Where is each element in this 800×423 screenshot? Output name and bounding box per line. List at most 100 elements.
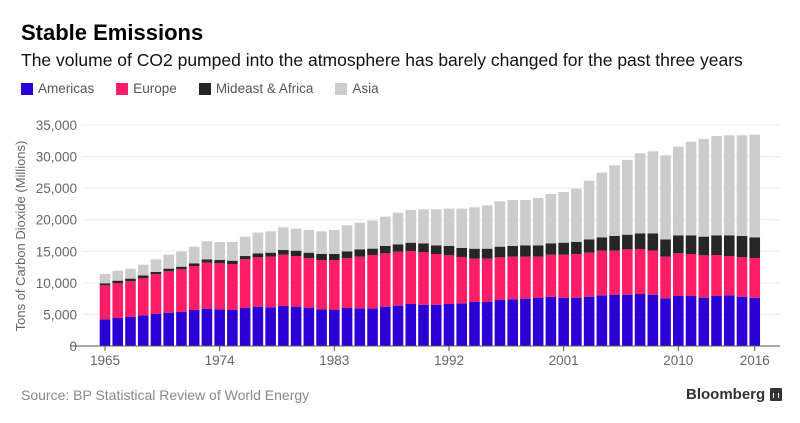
bar-stack-1985 (354, 222, 366, 346)
bar-europe-1974 (214, 263, 225, 310)
bar-mideast-africa-1993 (456, 248, 468, 257)
bar-stack-2012 (698, 138, 710, 346)
y-tick-label: 30,000 (36, 150, 77, 165)
bar-stack-2004 (596, 172, 608, 346)
bar-stack-1993 (456, 208, 468, 346)
bar-europe-1984 (341, 257, 353, 308)
bar-mideast-africa-1985 (354, 249, 366, 257)
bar-europe-1965 (99, 285, 111, 320)
bar-americas-2015 (736, 296, 748, 346)
bar-europe-2001 (558, 254, 569, 298)
x-tick-label: 2010 (663, 353, 693, 368)
bar-europe-1994 (469, 258, 480, 302)
bar-mideast-africa-2004 (596, 237, 608, 251)
bar-stack-1991 (430, 209, 442, 346)
bar-europe-1993 (456, 256, 468, 304)
bar-mideast-africa-1997 (507, 245, 518, 257)
bar-stack-2007 (634, 153, 646, 346)
bar-europe-1998 (520, 256, 531, 299)
legend-swatch (335, 82, 348, 95)
bar-asia-2015 (736, 135, 748, 237)
bar-asia-1993 (456, 208, 468, 249)
bar-mideast-africa-2007 (634, 233, 646, 250)
bar-asia-2000 (545, 194, 557, 244)
y-axis-label: Tons of Carbon Dioxide (Millions) (13, 141, 28, 332)
bar-europe-1973 (201, 262, 213, 309)
bar-europe-1966 (112, 283, 124, 319)
bar-mideast-africa-2005 (609, 236, 620, 251)
bar-americas-1965 (99, 319, 111, 346)
bar-europe-2014 (723, 256, 735, 296)
bar-americas-1988 (392, 305, 404, 346)
y-tick-labels: 05,00010,00015,00020,00025,00030,00035,0… (36, 118, 77, 354)
bar-americas-1978 (265, 307, 276, 346)
y-tick-label: 10,000 (36, 276, 77, 291)
legend-label: Europe (133, 81, 177, 96)
bar-americas-1973 (201, 308, 213, 346)
bar-americas-1997 (507, 299, 518, 346)
bar-stack-1987 (379, 216, 391, 346)
bar-asia-2014 (723, 135, 735, 236)
bar-stack-1965 (99, 274, 111, 346)
bar-americas-2006 (622, 294, 633, 346)
x-tick-label: 2001 (549, 353, 579, 368)
bar-europe-1988 (392, 251, 404, 306)
bar-stack-1984 (341, 225, 353, 346)
bar-stack-2005 (609, 165, 620, 346)
bar-americas-2014 (723, 295, 735, 346)
legend-item-americas: Americas (21, 81, 94, 96)
bar-mideast-africa-1968 (137, 275, 149, 278)
bar-asia-2005 (609, 165, 620, 237)
bar-stack-2006 (622, 159, 633, 346)
bar-stack-1981 (303, 230, 315, 346)
bar-asia-1994 (469, 207, 480, 249)
legend-label: Americas (38, 81, 95, 96)
bar-mideast-africa-2014 (723, 235, 735, 257)
bar-mideast-africa-2008 (647, 233, 659, 251)
bar-europe-1983 (329, 259, 340, 311)
bar-americas-2008 (647, 294, 659, 346)
bar-europe-2009 (660, 256, 671, 299)
bar-mideast-africa-2009 (660, 239, 671, 257)
bar-americas-2009 (660, 298, 671, 346)
bar-mideast-africa-1978 (265, 252, 276, 257)
bar-asia-1983 (329, 230, 340, 255)
bar-americas-1966 (112, 318, 124, 346)
y-tick-label: 35,000 (36, 118, 77, 133)
bar-asia-1970 (163, 254, 174, 269)
bar-americas-1985 (354, 308, 366, 346)
bar-asia-1998 (520, 200, 531, 246)
bar-europe-1976 (239, 259, 251, 308)
bar-europe-1985 (354, 256, 366, 309)
bar-europe-1996 (494, 257, 506, 300)
bar-mideast-africa-2001 (558, 242, 569, 255)
bar-americas-1982 (316, 309, 327, 346)
bar-asia-1977 (252, 232, 264, 254)
chart-subtitle: The volume of CO2 pumped into the atmosp… (21, 50, 743, 70)
bar-asia-2009 (660, 155, 671, 240)
y-tick-label: 25,000 (36, 181, 77, 196)
bar-mideast-africa-1971 (176, 266, 187, 270)
bar-europe-1980 (290, 256, 302, 307)
bar-mideast-africa-1974 (214, 259, 225, 264)
bar-stack-2008 (647, 151, 659, 346)
bar-europe-2011 (685, 254, 697, 296)
bar-stack-1995 (481, 205, 493, 346)
legend-swatch (198, 82, 211, 95)
bar-americas-2003 (583, 296, 595, 346)
bar-asia-1967 (125, 268, 136, 279)
bar-mideast-africa-2003 (583, 239, 595, 253)
bar-asia-1990 (418, 209, 429, 244)
x-tick-label: 2016 (740, 353, 770, 368)
bar-asia-1985 (354, 222, 366, 250)
x-tick-labels: 1965 1974 1983 1992 2001 2010 2016 (90, 346, 770, 368)
bar-americas-1989 (405, 304, 417, 346)
bar-mideast-africa-1967 (125, 278, 136, 282)
bar-asia-2001 (558, 191, 569, 243)
bar-mideast-africa-1984 (341, 251, 353, 258)
bar-asia-1966 (112, 270, 124, 281)
bar-europe-1989 (405, 250, 417, 305)
bar-mideast-africa-1992 (443, 245, 455, 256)
bar-europe-1967 (125, 281, 136, 317)
bar-europe-2002 (571, 254, 582, 298)
